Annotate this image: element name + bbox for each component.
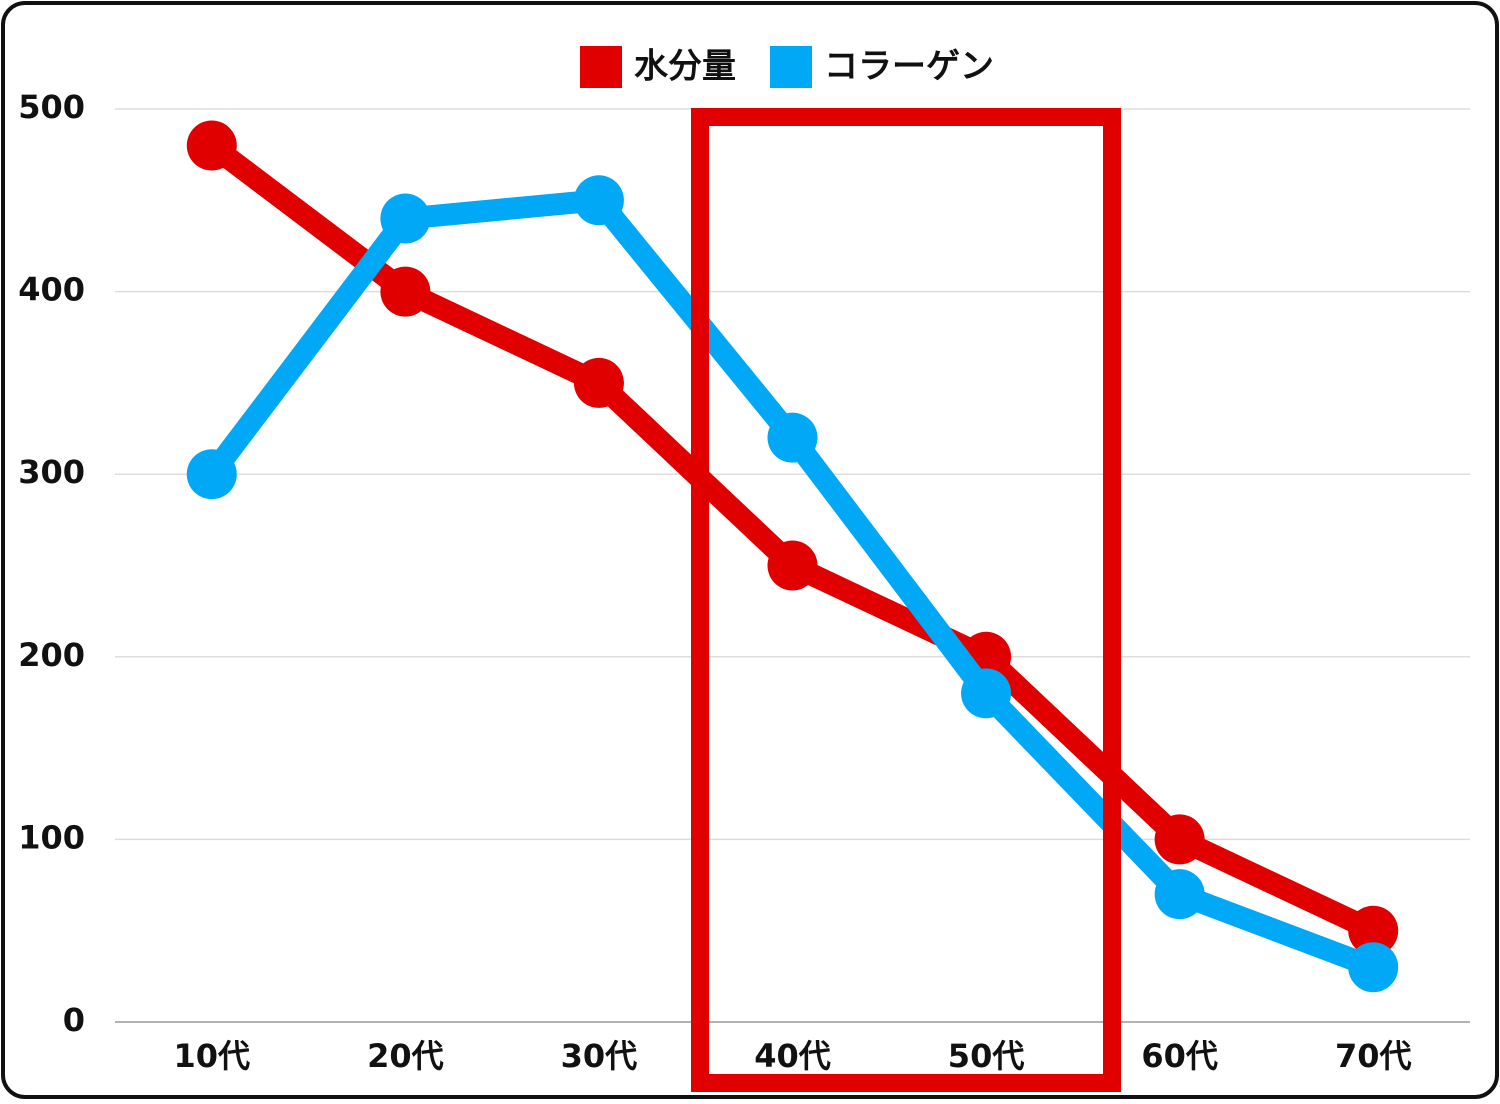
y-tick-label: 500: [18, 88, 85, 126]
legend-item: 水分量: [580, 46, 736, 88]
legend-item: コラーゲン: [770, 46, 994, 88]
x-tick-label: 30代: [561, 1037, 638, 1075]
data-point: [767, 540, 818, 591]
data-point: [961, 668, 1012, 719]
y-tick-label: 0: [63, 1001, 85, 1039]
x-tick-label: 70代: [1335, 1037, 1412, 1075]
data-point: [1154, 814, 1205, 865]
x-tick-label: 20代: [367, 1037, 444, 1075]
highlight-box: [691, 108, 1121, 1092]
data-point: [1348, 905, 1399, 956]
x-tick-label: 10代: [174, 1037, 251, 1075]
x-tick-label: 60代: [1141, 1037, 1218, 1075]
data-point: [767, 412, 818, 463]
data-point: [380, 193, 431, 244]
x-tick-label: 40代: [754, 1037, 831, 1075]
legend-swatch: [580, 46, 622, 88]
y-tick-label: 100: [18, 818, 85, 856]
grid: 0 100 200 300 400 500 10代 20代 30代 40代 50代 60代 70代: [18, 88, 1470, 1075]
x-tick-label: 50代: [948, 1037, 1025, 1075]
y-tick-label: 200: [18, 636, 85, 674]
legend-label: コラーゲン: [824, 47, 994, 87]
y-tick-label: 400: [18, 271, 85, 309]
y-tick-label: 300: [18, 453, 85, 491]
data-point: [186, 449, 237, 500]
legend-label: 水分量: [634, 47, 736, 87]
plot-area: [186, 120, 1399, 993]
data-point: [186, 120, 237, 171]
data-point: [573, 175, 624, 226]
legend: 水分量 コラーゲン: [580, 46, 994, 88]
data-point: [380, 266, 431, 317]
data-point: [573, 357, 624, 408]
legend-swatch: [770, 46, 812, 88]
data-point: [1154, 869, 1205, 920]
data-point: [1348, 942, 1399, 993]
